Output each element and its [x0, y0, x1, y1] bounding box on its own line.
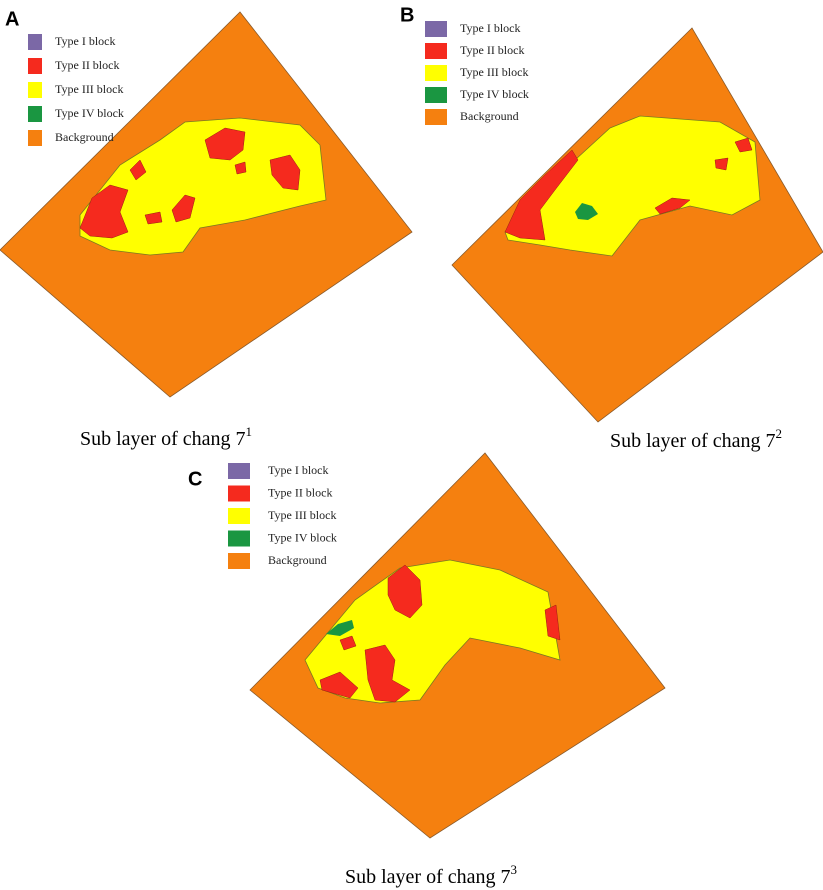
legend-label: Type II block — [268, 485, 332, 499]
panel: C Type I block Type II block Type III block… — [188, 463, 517, 888]
legend-label: Type I block — [268, 463, 328, 477]
legend-swatch — [28, 82, 42, 98]
map-c — [249, 452, 666, 839]
legend-swatch — [425, 109, 447, 125]
caption-text: Sub layer of chang 7 — [610, 430, 776, 452]
legend-swatch — [28, 130, 42, 146]
panel-label: A — [5, 8, 19, 30]
caption-text: Sub layer of chang 7 — [80, 428, 246, 450]
map-b — [451, 27, 823, 423]
legend-swatch — [228, 530, 250, 547]
legend-label: Type II block — [460, 43, 524, 57]
legend-label: Type IV block — [460, 87, 529, 101]
legend-swatch — [28, 58, 42, 74]
caption-superscript: 1 — [246, 424, 253, 439]
legend-swatch — [228, 463, 250, 479]
legend-label: Background — [460, 109, 519, 123]
panel: B Type I block Type II block Type III block… — [400, 4, 782, 452]
caption-text: Sub layer of chang 7 — [345, 866, 511, 888]
legend-label: Background — [55, 130, 114, 144]
caption: Sub layer of chang 71 — [80, 424, 252, 450]
legend-label: Type IV block — [55, 106, 124, 120]
caption-superscript: 3 — [511, 862, 518, 877]
caption: Sub layer of chang 72 — [610, 426, 782, 452]
legend-label: Type II block — [55, 58, 119, 72]
legend-swatch — [228, 553, 250, 569]
legend-label: Background — [268, 553, 327, 567]
legend-swatch — [425, 43, 447, 59]
legend-label: Type I block — [55, 34, 115, 48]
legend-label: Type III block — [55, 82, 123, 96]
panel-label: C — [188, 468, 202, 490]
caption-superscript: 2 — [776, 426, 783, 441]
caption: Sub layer of chang 73 — [345, 862, 517, 888]
legend-label: Type I block — [460, 21, 520, 35]
legend-swatch — [28, 34, 42, 50]
legend-swatch — [28, 106, 42, 122]
legend-label: Type IV block — [268, 530, 337, 544]
legend-swatch — [425, 87, 447, 103]
legend-swatch — [228, 485, 250, 502]
legend-label: Type III block — [460, 65, 528, 79]
map-a — [0, 11, 413, 398]
panel-label: B — [400, 4, 414, 26]
legend-swatch — [425, 65, 447, 81]
legend-swatch — [228, 508, 250, 524]
legend-label: Type III block — [268, 508, 336, 522]
legend-swatch — [425, 21, 447, 37]
panel: A Type I block Type II block Type III block… — [5, 8, 252, 450]
